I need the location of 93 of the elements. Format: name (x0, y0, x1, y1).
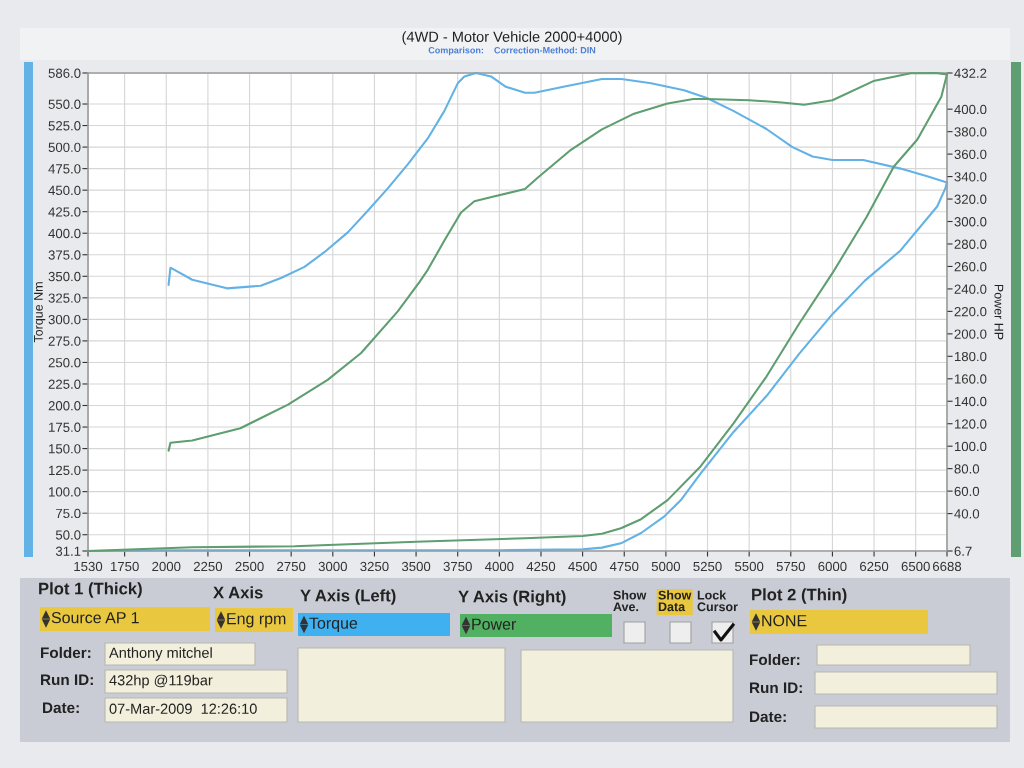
y-tick-label: 275.0 (48, 336, 81, 346)
source-note: Source AP 1 (51, 611, 139, 624)
text: Torque (309, 617, 358, 632)
y2-tick-label: 200.0 (954, 329, 987, 339)
text: Date: (43, 702, 79, 714)
y-tick-label: 125.0 (49, 465, 81, 476)
y2-tick-label: 120.0 (954, 419, 987, 429)
x-tick-label: 1530 (74, 561, 103, 572)
y-tick-label: 525.0 (48, 121, 81, 131)
y-axis-title: Torque Nm (34, 282, 46, 343)
y-tick-label: 325.0 (48, 293, 81, 303)
x-tick-label: 3750 (443, 561, 472, 572)
y2-tick-label: 180.0 (954, 351, 987, 362)
y2-tick-label: 400.0 (954, 104, 987, 115)
y-tick-label: 225.0 (48, 379, 81, 389)
y-tick-label: 550.0 (48, 99, 81, 109)
text: Lock Cursor (697, 590, 738, 612)
text: Show Ave. (613, 590, 647, 612)
y-tick-label: 500.0 (48, 142, 81, 152)
y2-tick-label: 220.0 (954, 306, 987, 317)
x-tick-label: 6250 (860, 561, 889, 572)
y-tick-label: 250.0 (48, 358, 81, 368)
y2-tick-label: 6.7 (954, 546, 972, 556)
chart-title: (4WD - Motor Vehicle 2000+4000) (402, 31, 622, 45)
text: Date: (750, 711, 786, 723)
text: Show Data (658, 590, 692, 612)
x-tick-label: 4250 (526, 561, 556, 572)
x-tick-label: 6500 (901, 561, 930, 572)
text: Y Axis (Left) (300, 589, 396, 605)
y-tick-label: 31.1 (55, 546, 81, 556)
y-tick-label: 150.0 (49, 444, 81, 454)
text: Anthony mitchel (109, 647, 212, 661)
x-tick-label: 2750 (277, 561, 306, 572)
text: Plot 1 (Thick) (39, 582, 142, 598)
y-tick-label: 200.0 (48, 401, 81, 411)
text: Run ID: (750, 682, 802, 694)
y2-tick-label: 140.0 (954, 396, 987, 407)
y2-axis-title: Power HP (994, 284, 1004, 340)
y-tick-label: 400.0 (48, 228, 81, 239)
y2-tick-label: 60.0 (954, 486, 980, 497)
y2-tick-label: 380.0 (954, 127, 987, 137)
y2-tick-label: 40.0 (954, 509, 980, 519)
y2-tick-label: 340.0 (954, 172, 987, 182)
y2-tick-label: 320.0 (954, 194, 987, 204)
y2-tick-label: 80.0 (954, 464, 980, 474)
y-tick-label: 375.0 (48, 250, 81, 260)
text: Run ID: (41, 674, 93, 686)
y-tick-label: 300.0 (48, 314, 81, 325)
y2-tick-label: 260.0 (954, 262, 987, 272)
y2-tick-label: 100.0 (954, 441, 987, 452)
chart-subtitle: Comparison: Correction-Method: DIN (428, 46, 596, 56)
text: 07-Mar-2009 12:26:10 (109, 703, 257, 714)
x-tick-label: 3500 (401, 561, 431, 572)
x-tick-label: 2500 (235, 561, 264, 572)
line-series (86, 71, 949, 553)
y-tick-label: 175.0 (49, 422, 81, 432)
y-tick-label: 586.0 (48, 68, 81, 78)
y-tick-label: 425.0 (48, 207, 81, 217)
text: Y Axis (Right) (458, 590, 566, 606)
y2-tick-label: 432.2 (954, 68, 987, 78)
x-tick-label: 3250 (360, 561, 389, 572)
y-tick-label: 475.0 (48, 164, 81, 174)
y-tick-label: 450.0 (48, 185, 81, 196)
y2-tick-label: 160.0 (954, 374, 987, 384)
x-tick-label: 5500 (735, 561, 764, 572)
text: NONE (762, 614, 807, 627)
text: Power (472, 618, 517, 630)
x-tick-label: 2000 (152, 561, 181, 572)
text: Folder: (41, 646, 91, 659)
x-tick-label: 5250 (693, 561, 722, 572)
x-tick-label: 6000 (818, 561, 847, 572)
text: 432hp @119bar (109, 674, 213, 689)
y-tick-label: 100.0 (49, 487, 81, 497)
text: Plot 2 (Thin) (752, 588, 847, 604)
y2-tick-label: 360.0 (954, 149, 987, 160)
text: Eng rpm (227, 613, 286, 628)
y-tick-label: 50.0 (55, 530, 81, 540)
y2-tick-label: 240.0 (954, 284, 987, 294)
x-tick-label: 4500 (568, 561, 597, 572)
x-tick-label: 4000 (484, 561, 514, 572)
x-tick-label: 1750 (110, 561, 139, 572)
y-tick-label: 75.0 (56, 508, 81, 519)
x-tick-label: 5000 (651, 561, 681, 572)
text: X Axis (213, 586, 263, 599)
x-tick-label: 4750 (609, 561, 639, 572)
x-tick-label: 6688 (933, 561, 962, 572)
y2-tick-label: 300.0 (954, 217, 987, 227)
y2-tick-label: 280.0 (954, 239, 987, 249)
x-tick-label: 3000 (318, 561, 347, 572)
y-tick-label: 350.0 (48, 271, 81, 282)
text: Folder: (750, 653, 800, 666)
x-tick-label: 5750 (776, 561, 805, 572)
x-tick-label: 2250 (193, 561, 223, 572)
